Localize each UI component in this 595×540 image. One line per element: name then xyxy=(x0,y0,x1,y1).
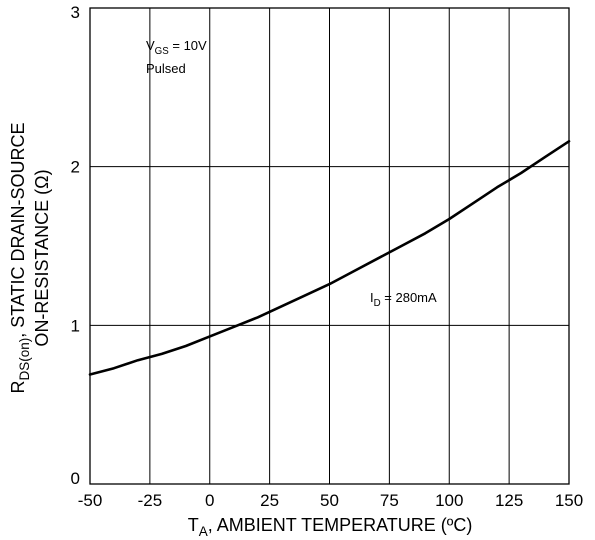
series-line xyxy=(88,140,571,376)
x-tick-label: -25 xyxy=(138,491,163,510)
x-tick-label: -50 xyxy=(78,491,103,510)
grid xyxy=(90,8,569,484)
y-tick-label: 3 xyxy=(71,3,80,22)
y-axis-title-symbol: R xyxy=(8,381,28,394)
id-symbol: I xyxy=(370,290,374,305)
x-axis-title-subscript: A xyxy=(199,524,208,539)
plot-frame xyxy=(89,7,570,485)
vgs-annotation: VGS = 10V xyxy=(146,38,207,57)
id-value: = 280mA xyxy=(381,290,437,305)
x-tick-label: 50 xyxy=(320,491,339,510)
y-tick-label: 1 xyxy=(71,316,80,335)
y-axis-title-subscript: DS(on) xyxy=(17,338,32,381)
x-tick-label: 150 xyxy=(555,491,583,510)
x-axis-title-symbol: T xyxy=(188,515,199,535)
x-tick-label: 100 xyxy=(435,491,463,510)
id-annotation: ID = 280mA xyxy=(370,290,437,309)
x-axis-title: TA, AMBIENT TEMPERATURE (ºC) xyxy=(188,515,473,539)
y-tick-label: 0 xyxy=(71,469,80,488)
x-tick-label: 125 xyxy=(495,491,523,510)
x-axis-title-text: , AMBIENT TEMPERATURE (ºC) xyxy=(208,515,473,535)
y-tick-label: 2 xyxy=(71,158,80,177)
vgs-subscript: GS xyxy=(155,46,170,57)
tick-labels: -50 -25 0 25 50 75 100 125 150 0 1 2 3 xyxy=(71,3,584,510)
id-subscript: D xyxy=(374,298,381,309)
vgs-value: = 10V xyxy=(169,38,207,53)
x-tick-label: 25 xyxy=(260,491,279,510)
y-axis-title-line-1-text: , STATIC DRAIN-SOURCE xyxy=(8,122,28,337)
pulsed-annotation: Pulsed xyxy=(146,61,186,76)
x-tick-label: 75 xyxy=(380,491,399,510)
y-axis-title-line-1: RDS(on), STATIC DRAIN-SOURCE xyxy=(8,122,32,393)
series-layer xyxy=(88,140,571,376)
x-tick-label: 0 xyxy=(205,491,214,510)
y-axis-title-line-2: ON-RESISTANCE (Ω) xyxy=(32,169,52,346)
y-axis-title: RDS(on), STATIC DRAIN-SOURCE ON-RESISTAN… xyxy=(8,122,52,393)
vgs-symbol: V xyxy=(146,38,155,53)
